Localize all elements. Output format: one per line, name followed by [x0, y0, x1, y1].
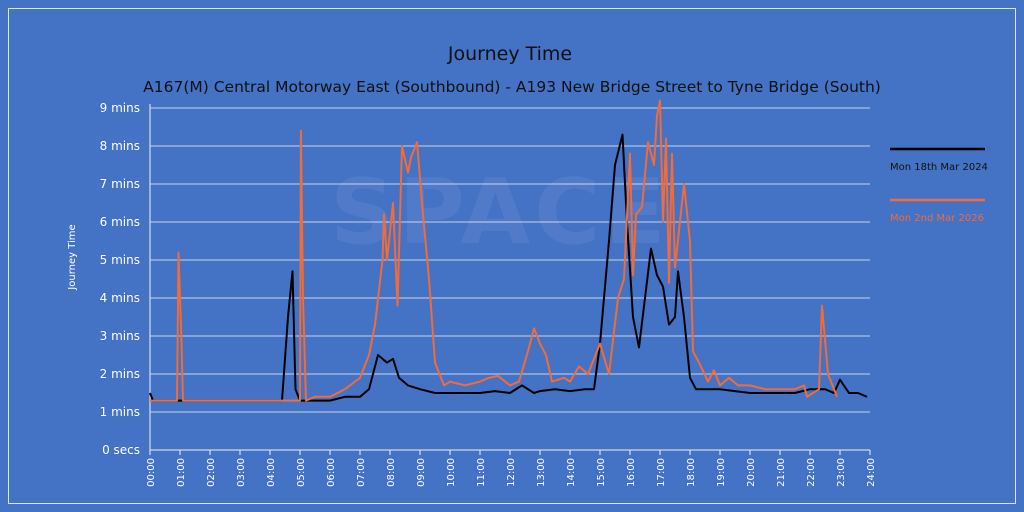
- x-tick-label: 14:00: [566, 458, 577, 487]
- y-tick-label: 9 mins: [100, 101, 140, 115]
- x-tick-label: 23:00: [836, 458, 847, 487]
- x-tick-label: 09:00: [416, 458, 427, 487]
- chart-frame: [8, 8, 1016, 504]
- y-tick-label: 4 mins: [100, 291, 140, 305]
- chart-title: Journey Time: [447, 43, 572, 65]
- y-tick-label: 1 mins: [100, 405, 140, 419]
- legend-label: Mon 2nd Mar 2026: [890, 213, 984, 224]
- x-tick-label: 04:00: [266, 458, 277, 487]
- y-tick-label: 7 mins: [100, 177, 140, 191]
- x-tick-label: 17:00: [656, 458, 667, 487]
- x-tick-label: 24:00: [866, 458, 877, 487]
- x-tick-label: 03:00: [236, 458, 247, 487]
- y-tick-label: 5 mins: [100, 253, 140, 267]
- x-tick-label: 19:00: [716, 458, 727, 487]
- x-tick-label: 12:00: [506, 458, 517, 487]
- x-tick-label: 21:00: [776, 458, 787, 487]
- x-tick-label: 13:00: [536, 458, 547, 487]
- x-tick-label: 00:00: [146, 458, 157, 487]
- y-tick-label: 3 mins: [100, 329, 140, 343]
- x-tick-label: 06:00: [326, 458, 337, 487]
- x-tick-label: 22:00: [806, 458, 817, 487]
- x-tick-label: 15:00: [596, 458, 607, 487]
- x-tick-label: 18:00: [686, 458, 697, 487]
- x-tick-label: 01:00: [176, 458, 187, 487]
- x-tick-label: 08:00: [386, 458, 397, 487]
- x-tick-label: 02:00: [206, 458, 217, 487]
- series-line-0: [149, 133, 868, 402]
- x-tick-label: 16:00: [626, 458, 637, 487]
- chart-subtitle: A167(M) Central Motorway East (Southboun…: [143, 78, 881, 96]
- x-tick-label: 05:00: [296, 458, 307, 487]
- x-tick-label: 10:00: [446, 458, 457, 487]
- x-tick-label: 20:00: [746, 458, 757, 487]
- y-tick-label: 6 mins: [100, 215, 140, 229]
- x-tick-label: 11:00: [476, 458, 487, 487]
- y-tick-label: 2 mins: [100, 367, 140, 381]
- legend-label: Mon 18th Mar 2024: [890, 162, 988, 173]
- y-axis-label: Journey Time: [67, 224, 78, 290]
- x-tick-label: 07:00: [356, 458, 367, 487]
- series-line-1: [150, 99, 838, 402]
- y-tick-label: 8 mins: [100, 139, 140, 153]
- y-tick-label: 0 secs: [102, 443, 140, 457]
